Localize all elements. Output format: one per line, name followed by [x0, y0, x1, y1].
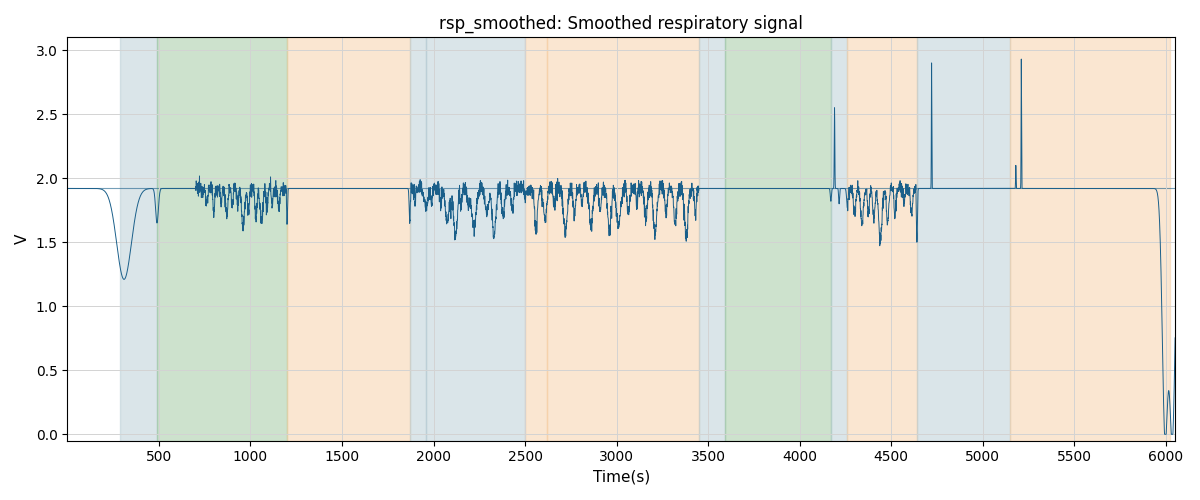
Bar — [847, 38, 917, 440]
Bar — [157, 38, 287, 440]
Title: rsp_smoothed: Smoothed respiratory signal: rsp_smoothed: Smoothed respiratory signa… — [439, 15, 803, 34]
Bar — [700, 38, 725, 440]
Bar — [426, 38, 526, 440]
Bar — [1010, 38, 1170, 440]
Bar — [830, 38, 847, 440]
Bar — [120, 38, 157, 440]
Y-axis label: V: V — [16, 234, 30, 244]
Bar — [917, 38, 1010, 440]
Bar — [526, 38, 547, 440]
Bar — [547, 38, 700, 440]
X-axis label: Time(s): Time(s) — [593, 470, 650, 485]
Bar — [287, 38, 409, 440]
Bar — [725, 38, 830, 440]
Bar — [409, 38, 426, 440]
